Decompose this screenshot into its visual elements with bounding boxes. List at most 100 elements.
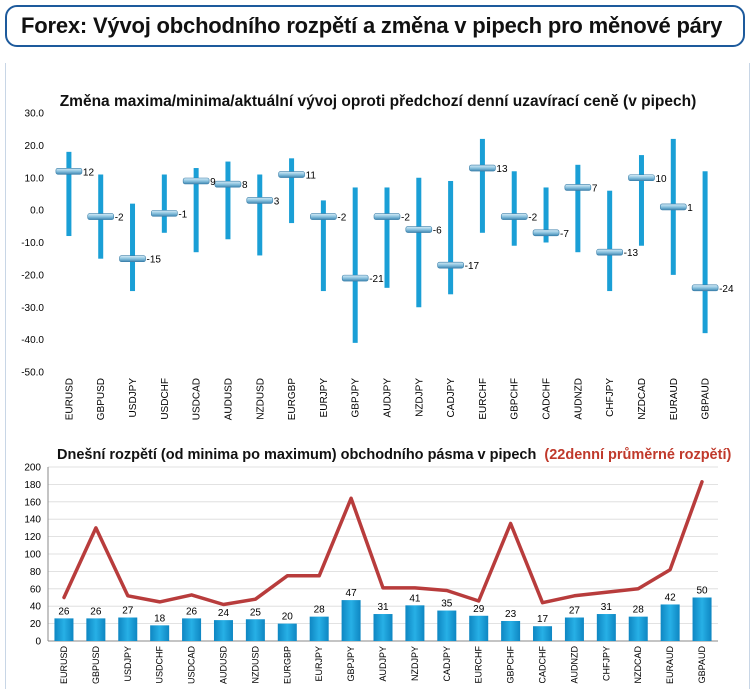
chart2-bar [277,623,297,641]
chart1-current-marker [278,171,305,178]
chart2-x-tick: AUDJPY [378,646,388,682]
chart2-x-tick: NZDUSD [250,646,260,684]
chart2-bar [596,614,616,641]
chart1-current-marker [405,226,433,233]
page-title: Forex: Vývoj obchodního rozpětí a změna … [21,13,723,38]
chart2-bar [150,625,170,641]
header-panel: Forex: Vývoj obchodního rozpětí a změna … [5,5,745,47]
chart1-current-marker [659,203,687,211]
chart2-x-tick: EURCHF [474,645,484,683]
chart1-current-marker [596,248,623,256]
chart1-current-marker [55,167,83,175]
chart2-bar-label: 41 [409,593,421,604]
chart1-x-tick: AUDNZD [573,378,584,420]
chart2-bar [245,619,265,641]
chart1-range-bar [479,138,485,233]
chart2-bar [405,605,425,641]
chart2-x-tick: USDCAD [187,646,197,685]
chart2-x-tick: CADCHF [538,645,548,683]
chart2-x-tick: NZDJPY [410,646,420,681]
chart2-x-axis: EURUSD GBPUSD USDJPY USDCHF USDCAD AUDUSD NZDU… [59,645,707,684]
chart2-bar-label: 20 [282,612,294,623]
chart2-y-tick: 160 [24,497,41,508]
chart1-value-label: -21 [369,274,384,285]
chart1-value-label: -17 [465,261,480,272]
chart2-bar [437,610,457,641]
chart-panel [5,63,750,689]
chart1-current-marker [564,184,592,191]
chart2-bar-label: 50 [696,586,708,597]
chart1-range-bar [130,203,136,292]
chart2-y-tick: 100 [24,550,41,561]
chart1-value-label: 11 [306,171,317,182]
chart1-value-label: -6 [433,226,442,237]
chart1-range-bar [702,171,708,334]
chart2-x-tick: EURUSD [59,646,69,685]
chart1-range-bar [543,187,549,243]
chart1-y-tick: -50.0 [21,368,44,379]
chart1-x-tick: EURJPY [319,378,330,418]
chart2-bar-label: 25 [250,607,262,618]
chart2-bar-label: 17 [537,614,549,625]
chart1-current-marker [341,274,369,282]
chart1-current-marker [151,210,178,217]
chart1-value-label: -2 [528,213,537,224]
chart1-current-marker [691,284,719,292]
chart2-title-highlight: (22denní průměrné rozpětí) [544,447,731,463]
chart1-value-labels: 12 -2 -15 -1 9 8 3 11 -2 -21 -2 -6 -17 13 -2 -7 7 -13 10 1 -… [83,164,734,295]
chart2-bar-label: 24 [218,608,230,619]
chart2-average-range-line [62,480,704,607]
chart2-x-tick: AUDUSD [218,646,228,685]
chart1-range-bar [320,200,326,292]
chart1-value-label: -2 [115,213,124,224]
chart1-current-marker [373,213,401,220]
chart1-x-tick: USDJPY [128,378,139,418]
chart2-x-tick: EURAUD [665,646,675,685]
chart2-bar-label: 23 [505,609,517,620]
chart1-x-tick: GBPUSD [96,378,107,420]
chart1-x-tick: EURGBP [287,378,298,421]
chart2-x-tick: CADJPY [442,646,452,682]
chart1-current-marker [182,177,210,185]
chart1-current-marker [437,261,464,269]
chart2-x-tick: GBPCHF [506,646,516,684]
chart1-current-marker [469,164,496,172]
chart2-bar [692,597,712,641]
chart2-x-tick: AUDNZD [569,646,579,684]
chart2-bar [501,620,521,641]
chart2-bars [54,597,712,641]
chart1-range-bar [193,168,199,253]
chart2-bar [564,617,584,641]
chart1-current-marker [119,255,146,262]
chart1-y-tick: -40.0 [21,335,44,346]
chart2-bar-label: 47 [346,588,358,599]
chart2-y-tick: 80 [30,567,42,578]
chart1-value-label: 8 [242,180,248,191]
chart1-range-bar [289,158,295,224]
chart2-title: Dnešní rozpětí (od minima po maximum) ob… [57,447,731,463]
chart2-bar-label: 26 [186,606,198,617]
chart1-current-marker [532,229,560,237]
chart2-bar [660,604,680,641]
chart1-value-label: -13 [624,248,639,259]
chart1-y-tick: 20.0 [25,141,45,152]
chart1-range-bar [448,180,454,295]
chart1-title: Změna maxima/minima/aktuální vývoj oprot… [60,93,697,110]
chart2-bar-label: 28 [633,605,645,616]
chart2-bar [309,616,329,641]
chart2-x-tick: CHFJPY [601,646,611,681]
chart2-y-tick: 200 [24,463,41,474]
chart1-x-tick: NZDJPY [414,378,425,417]
chart1-value-label: 9 [210,177,216,188]
chart2-bar [341,600,361,641]
chart1-value-label: 7 [592,183,598,194]
chart2-bar [118,617,138,641]
chart1-x-tick: EURUSD [64,378,75,420]
chart2-bar [86,618,106,641]
chart1-range-bar [352,187,358,343]
chart2-bar [213,620,233,641]
chart1-current-marker [500,213,528,220]
chart1-current-marker [310,213,337,220]
chart1-range-bar [66,151,72,237]
chart1-value-label: -24 [719,284,734,295]
